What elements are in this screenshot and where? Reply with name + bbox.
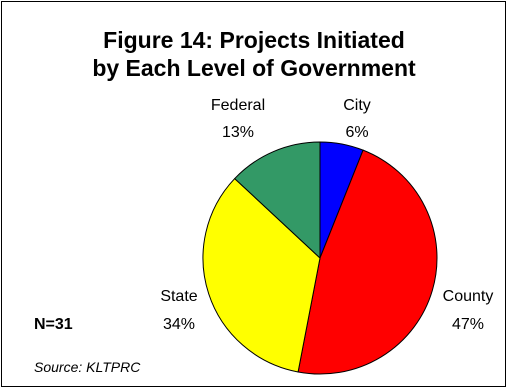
slice-label-state-name: State	[160, 288, 197, 305]
source-note: Source: KLTPRC	[34, 359, 141, 375]
slice-label-city-percent: 6%	[345, 124, 368, 141]
slice-label-federal-percent: 13%	[222, 124, 254, 141]
pie-slice-federal	[234, 141, 321, 260]
slice-label-county-percent: 47%	[452, 316, 484, 333]
slice-label-federal-name: Federal	[211, 97, 265, 114]
slice-label-county-name: County	[443, 288, 494, 305]
slice-label-state: State 34%	[160, 288, 197, 333]
slice-label-city: City 6%	[343, 97, 371, 141]
slice-label-state-percent: 34%	[163, 316, 195, 333]
slice-label-county: County 47%	[443, 288, 494, 333]
slice-label-city-name: City	[343, 97, 371, 114]
pie-slice-county	[297, 149, 438, 375]
chart-title-line-1: Figure 14: Projects Initiated	[103, 27, 405, 53]
pie-slices	[202, 141, 438, 375]
sample-size-label: N=31	[34, 316, 73, 333]
chart-title-line-2: by Each Level of Government	[92, 55, 416, 81]
pie-slice-state	[202, 177, 321, 373]
slice-label-federal: Federal 13%	[211, 97, 265, 141]
